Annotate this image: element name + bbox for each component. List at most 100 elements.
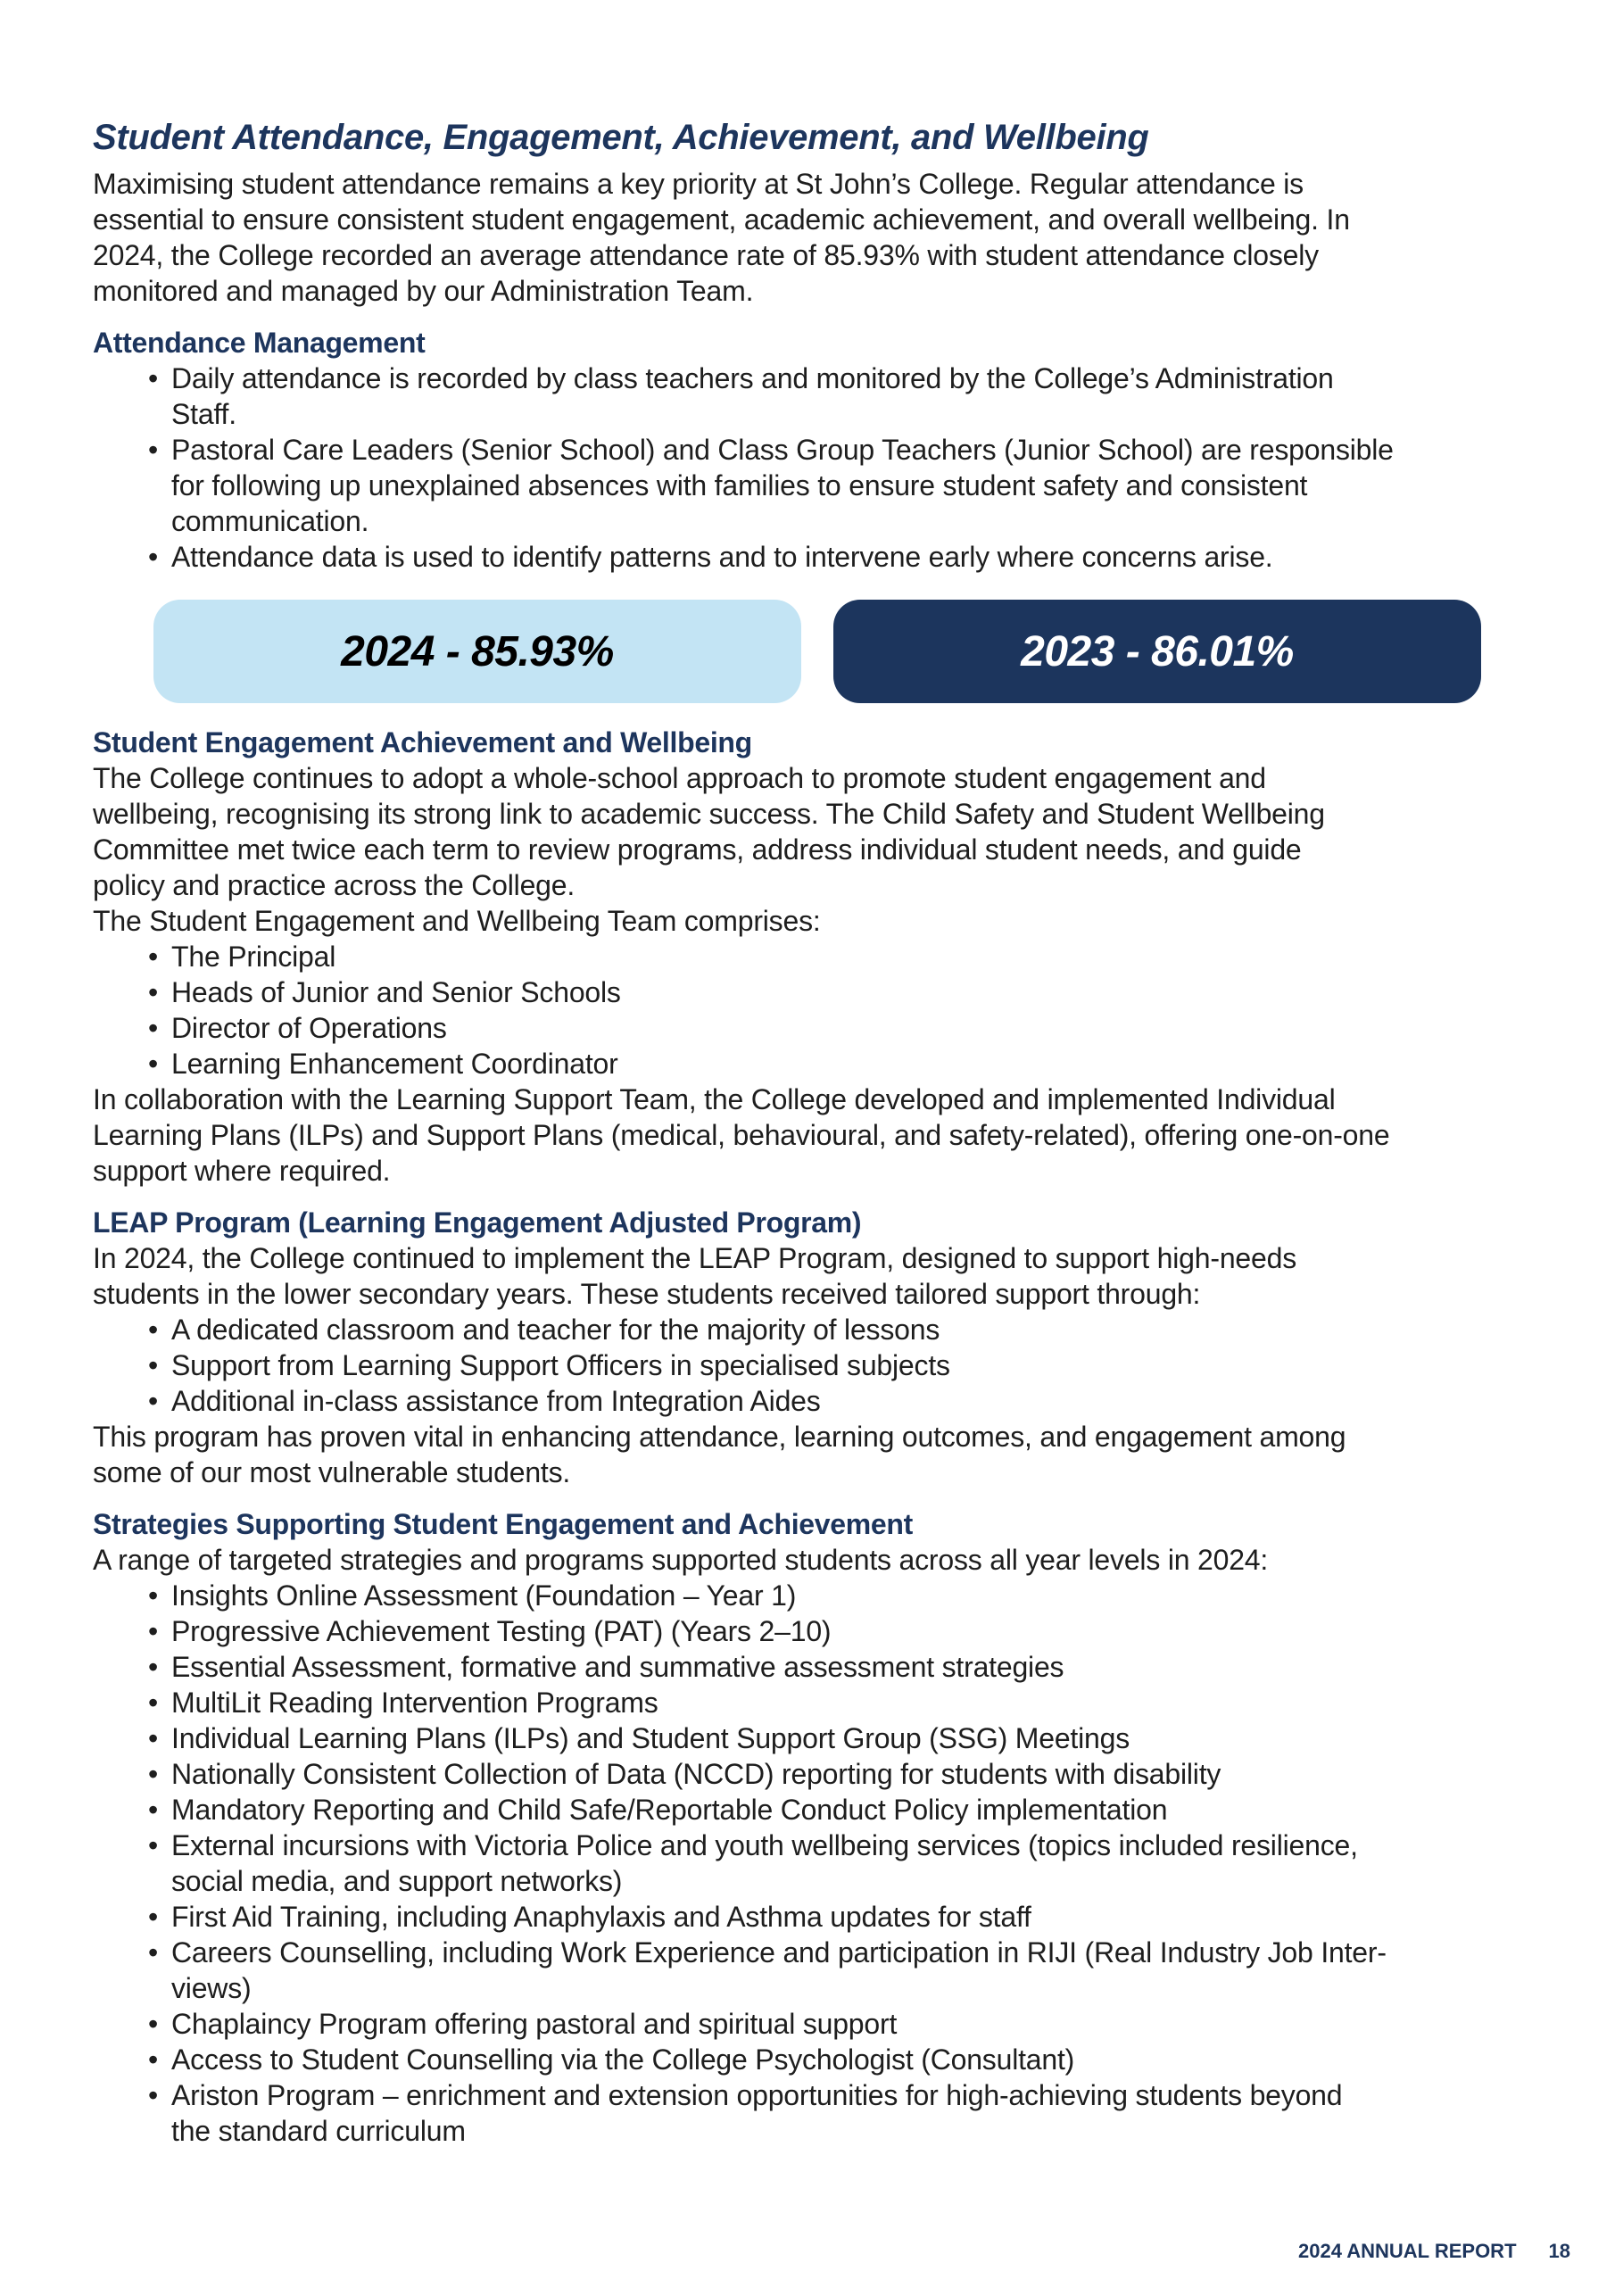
list-item: • Support from Learning Support Officers … [93,1347,1574,1383]
list-item: • MultiLit Reading Intervention Programs [93,1685,1574,1720]
stat-2023: 2023 - 86.01% [833,600,1481,703]
list-item-text: The Principal [171,941,336,973]
list-item: • Heads of Junior and Senior Schools [93,974,1574,1010]
list-item: • Daily attendance is recorded by class t… [93,361,1574,432]
bullet-icon: • [148,362,159,394]
list-item-text: Chaplaincy Program offering pastoral and… [171,2008,898,2040]
bullet-icon: • [148,1901,159,1933]
bullet-icon: • [148,1651,159,1683]
section-heading: Student Engagement Achievement and Wellb… [93,726,752,758]
paragraph-line: students in the lower secondary years. T… [93,1278,1201,1310]
list-item-text: Staff. [171,398,236,430]
intro-line: 2024, the College recorded an average at… [93,239,1319,271]
list-item: • Mandatory Reporting and Child Safe/Repo… [93,1792,1574,1828]
list-item-text: Attendance data is used to identify patt… [171,541,1273,573]
list-item-text: Ariston Program – enrichment and extensi… [171,2079,1343,2111]
bullet-icon: • [148,1385,159,1417]
list-item: • Individual Learning Plans (ILPs) and St… [93,1720,1574,1756]
bullet-icon: • [148,1048,159,1080]
bullet-icon: • [148,1687,159,1719]
list-item-text: Individual Learning Plans (ILPs) and Stu… [171,1722,1130,1754]
list-item-text: MultiLit Reading Intervention Programs [171,1687,658,1719]
bullet-icon: • [148,941,159,973]
list-item: • Attendance data is used to identify pat… [93,539,1574,575]
list-item-text: social media, and support networks) [171,1865,623,1897]
paragraph-line: This program has proven vital in enhanci… [93,1421,1346,1453]
bullet-icon: • [148,1758,159,1790]
paragraph-line: policy and practice across the College. [93,869,576,901]
list-item-text: Director of Operations [171,1012,447,1044]
list-item-text: communication. [171,505,369,537]
list-item-text: views) [171,1972,252,2004]
list-item-text: Progressive Achievement Testing (PAT) (Y… [171,1615,832,1647]
bullet-icon: • [148,2079,159,2111]
paragraph-line: Committee met twice each term to review … [93,833,1302,866]
page-content: Student Attendance, Engagement, Achievem… [93,114,1574,2149]
list-item: • The Principal [93,939,1574,974]
list-item: • Learning Enhancement Coordinator [93,1046,1574,1082]
bullet-icon: • [148,1314,159,1346]
section-heading: Attendance Management [93,327,426,359]
list-item: • Essential Assessment, formative and sum… [93,1649,1574,1685]
paragraph-line: A range of targeted strategies and progr… [93,1544,1269,1576]
list-item: • External incursions with Victoria Polic… [93,1828,1574,1899]
bullet-icon: • [148,1722,159,1754]
list-item: • Pastoral Care Leaders (Senior School) a… [93,432,1574,539]
section-heading: Strategies Supporting Student Engagement… [93,1508,914,1540]
bullet-icon: • [148,1829,159,1861]
list-item: • Ariston Program – enrichment and extens… [93,2077,1574,2149]
paragraph-line: wellbeing, recognising its strong link t… [93,798,1325,830]
list-item-text: Insights Online Assessment (Foundation –… [171,1579,797,1612]
list-item-text: First Aid Training, including Anaphylaxi… [171,1901,1031,1933]
list-item-text: Nationally Consistent Collection of Data… [171,1758,1221,1790]
list-item-text: Additional in-class assistance from Inte… [171,1385,821,1417]
list-item: • First Aid Training, including Anaphylax… [93,1899,1574,1935]
section-heading: LEAP Program (Learning Engagement Adjust… [93,1206,862,1239]
bullet-icon: • [148,1615,159,1647]
list-item: • Insights Online Assessment (Foundation … [93,1578,1574,1613]
list-item: • A dedicated classroom and teacher for t… [93,1312,1574,1347]
list-item-text: Mandatory Reporting and Child Safe/Repor… [171,1794,1168,1826]
list-item: • Progressive Achievement Testing (PAT) (… [93,1613,1574,1649]
list-item-text: the standard curriculum [171,2115,466,2147]
bullet-icon: • [148,1936,159,1969]
bullet-icon: • [148,541,159,573]
bullet-icon: • [148,1012,159,1044]
footer-report-title: 2024 ANNUAL REPORT [1298,2240,1517,2262]
list-item-text: Essential Assessment, formative and summ… [171,1651,1064,1683]
stat-2024: 2024 - 85.93% [153,600,801,703]
list-item-text: A dedicated classroom and teacher for th… [171,1314,940,1346]
list-item: • Chaplaincy Program offering pastoral an… [93,2006,1574,2042]
bullet-icon: • [148,1349,159,1381]
paragraph-line: In collaboration with the Learning Suppo… [93,1083,1336,1115]
strategies-section: Strategies Supporting Student Engagement… [93,1506,1574,2149]
bullet-icon: • [148,1579,159,1612]
paragraph-line: In 2024, the College continued to implem… [93,1242,1297,1274]
list-item-text: External incursions with Victoria Police… [171,1829,1358,1861]
intro-line: monitored and managed by our Administrat… [93,275,754,307]
list-item: • Additional in-class assistance from Int… [93,1383,1574,1419]
page-number: 18 [1548,2240,1570,2262]
intro-line: essential to ensure consistent student e… [93,203,1350,236]
bullet-icon: • [148,976,159,1008]
page-footer: 2024 ANNUAL REPORT 18 [1298,2240,1570,2263]
page-title: Student Attendance, Engagement, Achievem… [93,118,1149,157]
list-item-text: Careers Counselling, including Work Expe… [171,1936,1387,1969]
list-item: • Careers Counselling, including Work Exp… [93,1935,1574,2006]
engagement-section: Student Engagement Achievement and Wellb… [93,725,1574,1189]
list-item-text: Learning Enhancement Coordinator [171,1048,618,1080]
paragraph-line: some of our most vulnerable students. [93,1456,571,1488]
paragraph-line: support where required. [93,1155,391,1187]
intro-line: Maximising student attendance remains a … [93,168,1304,200]
list-item-text: Support from Learning Support Officers i… [171,1349,950,1381]
list-item-text: for following up unexplained absences wi… [171,469,1308,501]
bullet-icon: • [148,1794,159,1826]
bullet-icon: • [148,434,159,466]
list-item-text: Daily attendance is recorded by class te… [171,362,1334,394]
list-item: • Director of Operations [93,1010,1574,1046]
paragraph-line: The Student Engagement and Wellbeing Tea… [93,905,821,937]
paragraph-line: Learning Plans (ILPs) and Support Plans … [93,1119,1390,1151]
intro-paragraph: Maximising student attendance remains a … [93,166,1574,309]
list-item: • Access to Student Counselling via the C… [93,2042,1574,2077]
leap-section: LEAP Program (Learning Engagement Adjust… [93,1205,1574,1490]
